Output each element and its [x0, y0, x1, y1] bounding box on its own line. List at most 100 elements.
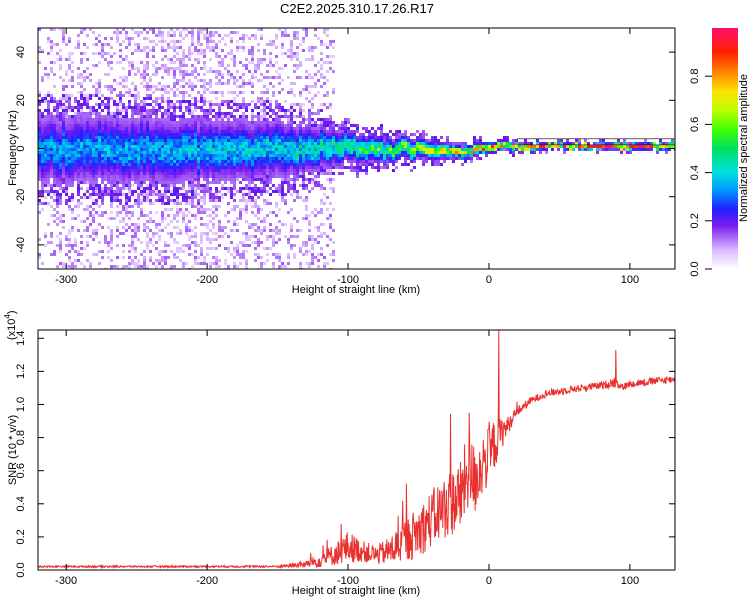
- spectrogram-cell: [56, 112, 59, 115]
- spectrogram-cell: [320, 184, 323, 187]
- spectrogram-cell: [86, 148, 89, 151]
- spectrogram-cell: [275, 100, 278, 103]
- spectrogram-cell: [80, 220, 83, 223]
- spectrogram-cell: [251, 121, 254, 124]
- spectrogram-cell: [47, 139, 50, 142]
- spectrogram-cell: [269, 142, 272, 145]
- spectrogram-cell: [140, 76, 143, 79]
- spectrogram-cell: [293, 217, 296, 220]
- spectrogram-cell: [218, 151, 221, 154]
- spectrogram-cell: [266, 136, 269, 139]
- spectrogram-cell: [326, 145, 329, 148]
- spectrogram-cell: [200, 247, 203, 250]
- spectrogram-cell: [74, 145, 77, 148]
- spectrogram-cell: [212, 139, 215, 142]
- spectrogram-cell: [245, 109, 248, 112]
- spectrogram-cell: [320, 232, 323, 235]
- spectrogram-cell: [176, 232, 179, 235]
- spectrogram-cell: [71, 166, 74, 169]
- spectrogram-cell: [329, 139, 332, 142]
- spectrogram-cell: [341, 121, 344, 124]
- spectrogram-cell: [353, 136, 356, 139]
- spectrogram-cell: [416, 145, 419, 148]
- spectrogram-cell: [161, 178, 164, 181]
- spectrogram-cell: [113, 193, 116, 196]
- spectrogram-cell: [47, 181, 50, 184]
- spectrogram-cell: [197, 199, 200, 202]
- spectrogram-cell: [209, 220, 212, 223]
- spectrogram-cell: [164, 49, 167, 52]
- spectrogram-cell: [92, 232, 95, 235]
- spectrogram-cell: [146, 97, 149, 100]
- spectrogram-cell: [50, 127, 53, 130]
- spectrogram-cell: [452, 154, 455, 157]
- spectrogram-cell: [44, 121, 47, 124]
- spectrogram-cell: [320, 187, 323, 190]
- spectrogram-cell: [257, 142, 260, 145]
- spectrogram-cell: [287, 184, 290, 187]
- spectrogram-cell: [317, 229, 320, 232]
- spectrogram-cell: [299, 103, 302, 106]
- spectrogram-cell: [167, 136, 170, 139]
- spectrogram-cell: [245, 265, 248, 268]
- spectrogram-cell: [341, 166, 344, 169]
- spectrogram-cell: [191, 88, 194, 91]
- spectrogram-cell: [197, 157, 200, 160]
- spectrogram-cell: [74, 265, 77, 268]
- spectrogram-cell: [236, 46, 239, 49]
- spectrogram-cell: [98, 148, 101, 151]
- spectrogram-cell: [191, 241, 194, 244]
- spectrogram-cell: [365, 169, 368, 172]
- spectrogram-cell: [83, 121, 86, 124]
- spectrogram-cell: [74, 205, 77, 208]
- spectrogram-cell: [149, 256, 152, 259]
- spectrogram-cell: [311, 262, 314, 265]
- spectrogram-cell: [53, 85, 56, 88]
- spectrogram-cell: [164, 208, 167, 211]
- spectrogram-cell: [446, 151, 449, 154]
- spectrogram-cell: [260, 121, 263, 124]
- spectrogram-cell: [242, 124, 245, 127]
- spectrogram-cell: [68, 184, 71, 187]
- spectrogram-cell: [74, 130, 77, 133]
- spectrogram-cell: [179, 133, 182, 136]
- spectrogram-cell: [383, 139, 386, 142]
- spectrogram-cell: [134, 112, 137, 115]
- spectrogram-cell: [485, 145, 488, 148]
- spectrogram-cell: [305, 178, 308, 181]
- spectrogram-cell: [134, 247, 137, 250]
- spectrogram-cell: [218, 40, 221, 43]
- spectrogram-cell: [248, 79, 251, 82]
- spectrogram-cell: [173, 166, 176, 169]
- spectrogram-cell: [323, 148, 326, 151]
- spectrogram-cell: [59, 115, 62, 118]
- spectrogram-cell: [260, 151, 263, 154]
- spectrogram-cell: [179, 64, 182, 67]
- spectrogram-cell: [194, 190, 197, 193]
- spectrogram-cell: [194, 226, 197, 229]
- spectrogram-cell: [290, 130, 293, 133]
- spectrogram-cell: [143, 106, 146, 109]
- spectrogram-cell: [173, 46, 176, 49]
- spectrogram-cell: [134, 118, 137, 121]
- spectrogram-cell: [44, 145, 47, 148]
- spectrogram-cell: [296, 133, 299, 136]
- spectrogram-cell: [242, 160, 245, 163]
- spectrogram-cell: [260, 100, 263, 103]
- spectrogram-cell: [83, 79, 86, 82]
- spectrogram-cell: [107, 43, 110, 46]
- spectrogram-cell: [38, 124, 41, 127]
- spectrogram-cell: [47, 160, 50, 163]
- spectrogram-cell: [164, 142, 167, 145]
- spectrogram-cell: [200, 130, 203, 133]
- spectrogram-cell: [230, 100, 233, 103]
- spectrogram-cell: [110, 265, 113, 268]
- spectrogram-cell: [224, 154, 227, 157]
- spectrogram-cell: [302, 181, 305, 184]
- spectrogram-cell: [326, 151, 329, 154]
- spectrogram-cell: [176, 148, 179, 151]
- spectrogram-cell: [230, 190, 233, 193]
- spectrogram-cell: [293, 109, 296, 112]
- spectrogram-cell: [248, 142, 251, 145]
- spectrogram-cell: [269, 40, 272, 43]
